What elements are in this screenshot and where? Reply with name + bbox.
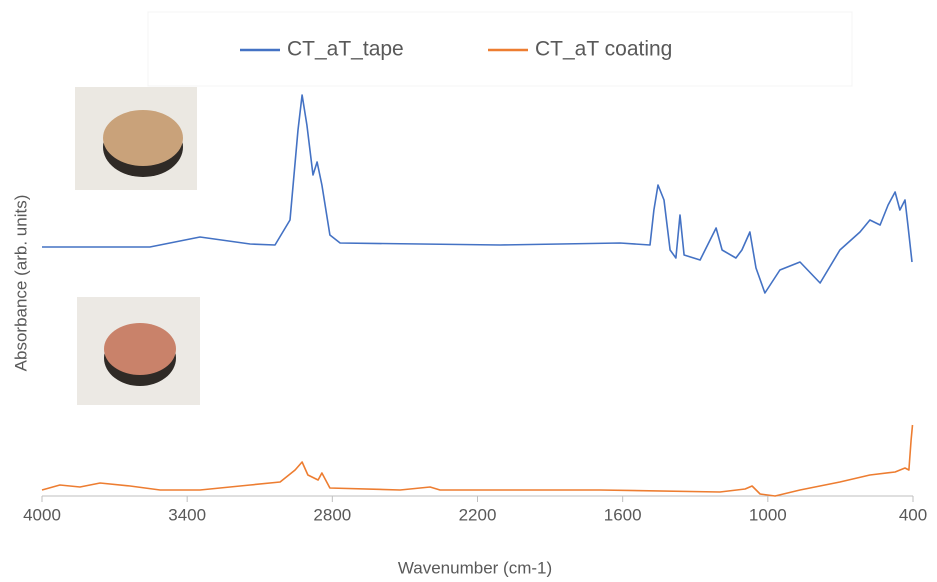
x-tick-label: 400 — [899, 505, 927, 524]
series-line — [42, 94, 913, 294]
x-tick-label: 3400 — [168, 505, 206, 524]
sample-photo — [77, 297, 200, 405]
legend-label: CT_aT_tape — [287, 38, 404, 61]
x-tick-label: 4000 — [23, 505, 61, 524]
x-axis-label: Wavenumber (cm-1) — [398, 558, 552, 577]
x-tick-label: 1600 — [604, 505, 642, 524]
series-line — [41, 424, 914, 497]
y-axis-label: Absorbance (arb. units) — [11, 195, 30, 372]
x-tick-label: 2800 — [313, 505, 351, 524]
sample-photo — [75, 87, 197, 190]
x-tick-label: 2200 — [459, 505, 497, 524]
legend-label: CT_aT coating — [535, 38, 672, 61]
x-tick-label: 1000 — [749, 505, 787, 524]
